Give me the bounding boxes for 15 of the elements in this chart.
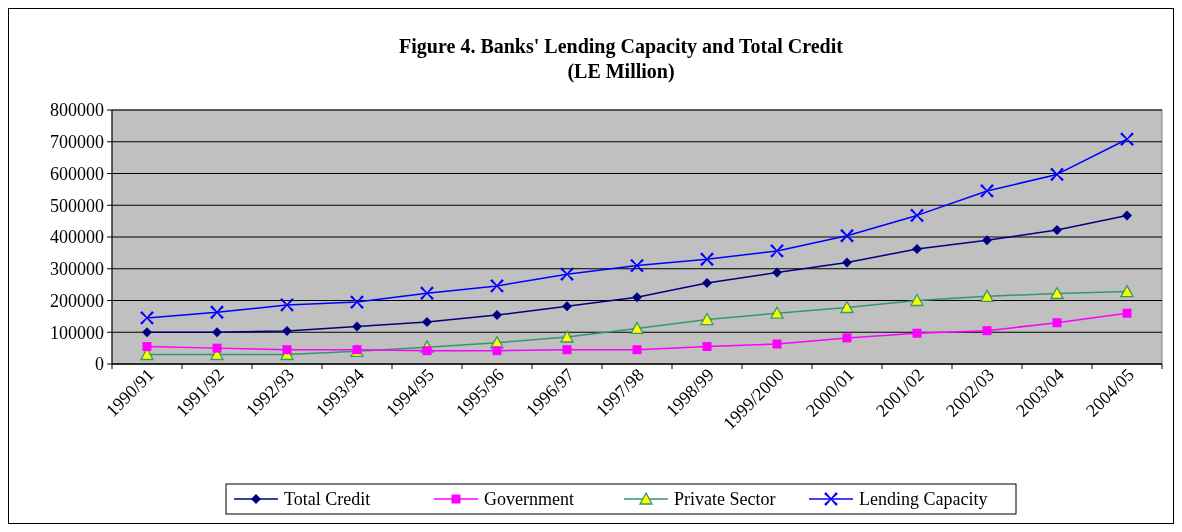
- y-tick-label: 700000: [50, 132, 104, 153]
- y-tick-label: 200000: [50, 290, 104, 311]
- y-tick-label: 100000: [50, 322, 104, 343]
- y-tick-label: 600000: [50, 163, 104, 184]
- y-tick-label: 800000: [50, 100, 104, 121]
- legend-label: Government: [484, 489, 574, 510]
- y-tick-label: 0: [95, 354, 104, 375]
- y-tick-label: 300000: [50, 259, 104, 280]
- legend-label: Lending Capacity: [859, 489, 988, 510]
- legend-label: Total Credit: [284, 489, 371, 510]
- y-tick-label: 500000: [50, 195, 104, 216]
- chart-title: Figure 4. Banks' Lending Capacity and Total Credit: [399, 35, 844, 58]
- chart-subtitle: (LE Million): [567, 60, 675, 83]
- y-tick-label: 400000: [50, 227, 104, 248]
- legend-label: Private Sector: [674, 489, 776, 510]
